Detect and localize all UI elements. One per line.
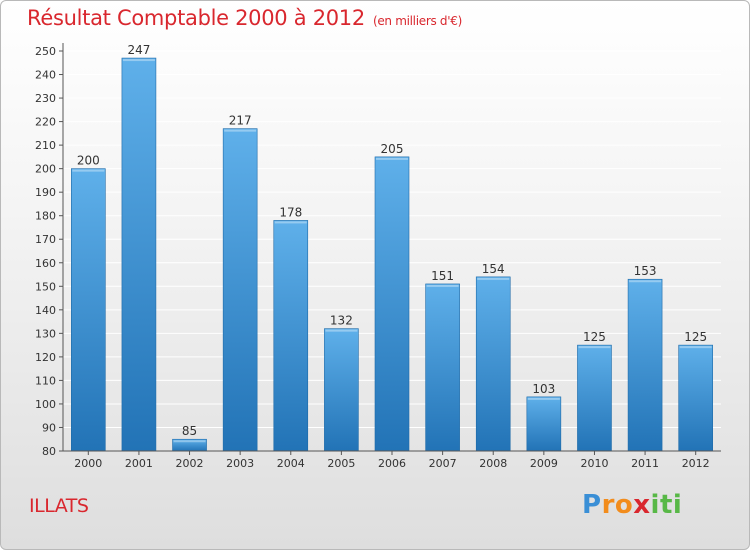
data-label: 103 bbox=[532, 382, 555, 396]
y-tick-label: 140 bbox=[35, 304, 56, 317]
bar-highlight-2000 bbox=[72, 169, 105, 172]
bar-highlight-2006 bbox=[376, 157, 408, 160]
chart-subtitle: (en milliers d'€) bbox=[372, 14, 462, 28]
bar-2000 bbox=[71, 168, 106, 452]
bar-2001 bbox=[121, 57, 157, 452]
logo-letter: x bbox=[633, 490, 651, 520]
chart-title-text: Résultat Comptable 2000 à 2012 bbox=[27, 6, 365, 30]
y-tick-label: 230 bbox=[35, 92, 56, 105]
data-label: 205 bbox=[381, 142, 404, 156]
bars bbox=[71, 57, 713, 452]
logo-letter: i bbox=[672, 490, 683, 520]
x-tick-label: 2009 bbox=[530, 457, 558, 470]
x-tick-label: 2000 bbox=[74, 457, 102, 470]
x-tick-label: 2001 bbox=[125, 457, 153, 470]
bar-2005 bbox=[324, 328, 359, 452]
bar-2003 bbox=[222, 128, 258, 452]
x-tick-label: 2005 bbox=[327, 457, 355, 470]
y-tick-label: 90 bbox=[42, 421, 56, 434]
axes: 2502402302202102001901801701601501401301… bbox=[35, 43, 721, 470]
bar-highlight-2011 bbox=[629, 280, 662, 283]
y-tick-label: 150 bbox=[35, 280, 56, 293]
commune-name: ILLATS bbox=[29, 495, 89, 517]
bar-2011 bbox=[627, 278, 663, 452]
bar-2007 bbox=[425, 283, 460, 452]
y-tick-label: 170 bbox=[35, 233, 56, 246]
x-tick-label: 2004 bbox=[277, 457, 305, 470]
logo-letter: P bbox=[582, 490, 602, 520]
bar-highlight-2012 bbox=[679, 346, 712, 349]
logo-letter: r bbox=[601, 490, 615, 520]
y-tick-label: 180 bbox=[35, 210, 56, 223]
bar-2006 bbox=[374, 156, 410, 452]
bar-highlight-2007 bbox=[426, 284, 459, 287]
y-tick-label: 240 bbox=[35, 69, 56, 82]
value-labels: 200 247 85 217 178 132 205 151 154 103 125 153 125 bbox=[77, 43, 707, 438]
chart-title: Résultat Comptable 2000 à 2012 (en millie… bbox=[27, 6, 462, 30]
bar-highlight-2010 bbox=[578, 346, 611, 349]
bar-highlight-2003 bbox=[224, 129, 257, 132]
y-tick-label: 220 bbox=[35, 116, 56, 129]
logo-letter: t bbox=[659, 490, 673, 520]
bar-highlight-2004 bbox=[274, 221, 307, 224]
data-label: 178 bbox=[279, 205, 302, 219]
x-tick-label: 2010 bbox=[580, 457, 608, 470]
bar-2010 bbox=[577, 344, 612, 452]
bar-highlight-2001 bbox=[122, 59, 155, 62]
x-tick-label: 2008 bbox=[479, 457, 507, 470]
y-tick-label: 200 bbox=[35, 163, 56, 176]
data-label: 217 bbox=[229, 114, 252, 128]
y-tick-label: 190 bbox=[35, 186, 56, 199]
y-tick-label: 120 bbox=[35, 351, 56, 364]
data-label: 85 bbox=[182, 424, 197, 438]
x-tick-label: 2003 bbox=[226, 457, 254, 470]
proxiti-logo: Proxiti bbox=[582, 490, 682, 520]
bar-highlight-2002 bbox=[173, 440, 206, 443]
y-tick-label: 210 bbox=[35, 139, 56, 152]
data-label: 247 bbox=[127, 43, 150, 57]
y-tick-label: 160 bbox=[35, 257, 56, 270]
logo-letter: i bbox=[650, 490, 660, 520]
data-label: 154 bbox=[482, 262, 505, 276]
data-label: 125 bbox=[583, 330, 606, 344]
bar-highlight-2009 bbox=[527, 397, 560, 400]
data-label: 151 bbox=[431, 269, 454, 283]
bar-2008 bbox=[475, 276, 511, 452]
y-tick-label: 250 bbox=[35, 45, 56, 58]
data-label: 153 bbox=[634, 264, 657, 278]
bar-highlight-2005 bbox=[325, 329, 358, 332]
y-tick-label: 110 bbox=[35, 374, 56, 387]
x-tick-label: 2002 bbox=[176, 457, 204, 470]
bar-2004 bbox=[273, 220, 309, 452]
bar-2012 bbox=[678, 344, 713, 452]
data-label: 200 bbox=[77, 154, 100, 168]
x-tick-label: 2007 bbox=[429, 457, 457, 470]
data-label: 132 bbox=[330, 314, 353, 328]
x-tick-label: 2012 bbox=[682, 457, 710, 470]
data-label: 125 bbox=[684, 330, 707, 344]
bar-2009 bbox=[526, 396, 562, 452]
x-tick-label: 2011 bbox=[631, 457, 659, 470]
y-tick-label: 100 bbox=[35, 398, 56, 411]
y-tick-label: 130 bbox=[35, 327, 56, 340]
logo-letter: o bbox=[614, 490, 634, 520]
bar-highlight-2008 bbox=[477, 277, 510, 280]
x-tick-label: 2006 bbox=[378, 457, 406, 470]
y-tick-label: 80 bbox=[42, 445, 56, 458]
